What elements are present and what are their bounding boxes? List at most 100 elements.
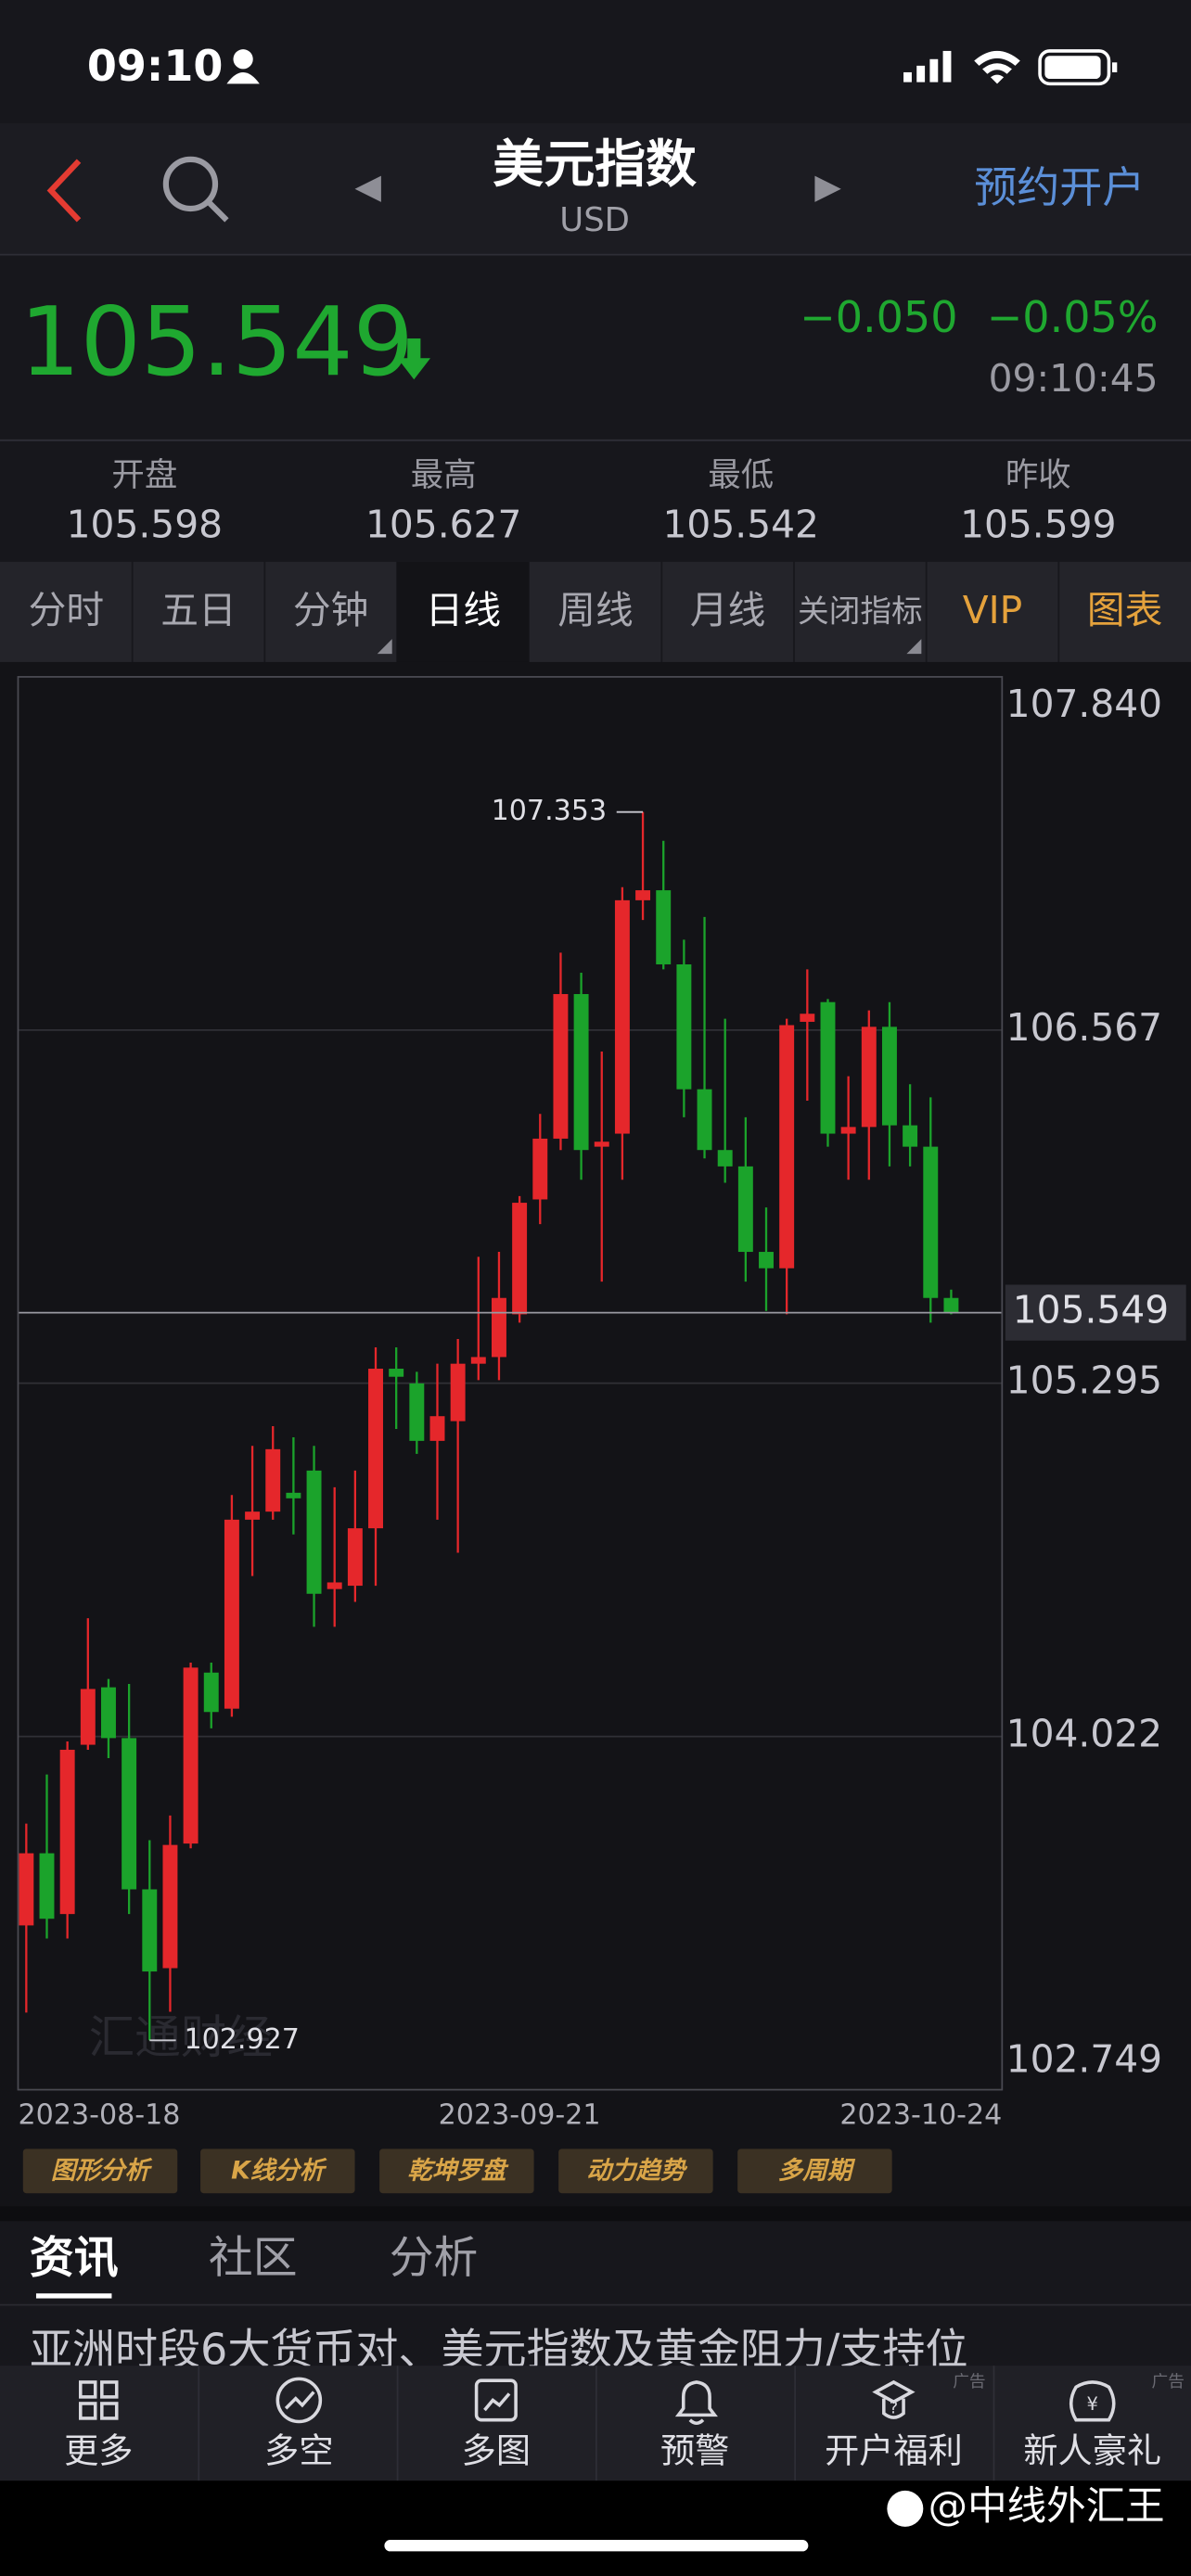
header-subtitle: USD	[559, 201, 630, 239]
candle-body	[80, 1689, 96, 1745]
status-time: 09:10	[87, 41, 224, 91]
prev-button[interactable]	[354, 175, 381, 202]
candle-body	[903, 1125, 918, 1147]
back-button[interactable]	[46, 159, 82, 223]
tool-button[interactable]	[200, 2149, 355, 2194]
candle-body	[389, 1369, 404, 1377]
candle-body	[368, 1369, 383, 1529]
watermark-logo	[887, 2490, 924, 2527]
price-change: −0.050	[800, 292, 957, 342]
search-button[interactable]	[162, 156, 229, 223]
home-area	[0, 2480, 1191, 2576]
candle-body	[635, 890, 651, 900]
header-bar	[0, 122, 1191, 255]
candle-body	[19, 1853, 34, 1926]
y-tick-label: 105.295	[1006, 1358, 1162, 1403]
separator	[0, 2206, 1191, 2222]
quote-time: 09:10:45	[989, 356, 1159, 401]
nav-label[interactable]: 新人豪礼	[1023, 2430, 1161, 2471]
tool-label[interactable]: 多周期	[778, 2157, 856, 2186]
stat-label: 昨收	[1005, 456, 1071, 494]
candle-body	[676, 963, 692, 1090]
last-price-box	[1005, 1284, 1186, 1341]
nav-label[interactable]: 开户福利	[825, 2430, 963, 2471]
open-account-button[interactable]: 预约开户	[974, 162, 1145, 212]
stat-value: 105.599	[960, 503, 1116, 547]
candle-body	[347, 1528, 363, 1587]
tab[interactable]: VIP	[963, 588, 1022, 632]
tab[interactable]: 分时	[29, 588, 104, 632]
status-icons	[226, 49, 1118, 86]
candle-body	[491, 1297, 506, 1358]
candle-body	[840, 1127, 856, 1134]
candle-body	[327, 1582, 342, 1589]
chart-area	[0, 661, 1191, 2207]
tab-bar	[0, 561, 1191, 662]
nav-label[interactable]: 预警	[660, 2430, 729, 2471]
stat-label: 最高	[411, 456, 477, 494]
candle-body	[656, 890, 672, 964]
stat-value: 105.542	[663, 503, 819, 547]
candle-body	[265, 1448, 281, 1512]
svg-text:¥: ¥	[1087, 2393, 1098, 2415]
price: 105.549	[19, 287, 414, 398]
candle-body	[573, 994, 589, 1151]
tab[interactable]: 分钟	[293, 588, 368, 632]
candle-body	[429, 1416, 445, 1441]
tool-label[interactable]: 动力趋势	[586, 2157, 688, 2186]
candle-body	[594, 1141, 609, 1147]
tool-button[interactable]	[22, 2149, 178, 2194]
tab[interactable]: 五日	[160, 588, 236, 632]
tool-button[interactable]	[737, 2149, 892, 2194]
news-tab[interactable]: 分析	[390, 2233, 479, 2284]
tab[interactable]: 图表	[1087, 588, 1162, 632]
candle-body	[122, 1738, 137, 1890]
header-title: 美元指数	[493, 134, 697, 194]
candle-body	[245, 1511, 261, 1520]
tool-label[interactable]: K线分析	[231, 2157, 327, 2186]
x-tick-label: 2023-09-21	[439, 2098, 601, 2131]
news-tab[interactable]: 资讯	[30, 2233, 119, 2284]
candle-body	[923, 1146, 939, 1298]
tab[interactable]: 月线	[690, 588, 765, 632]
y-tick-label: 104.022	[1006, 1712, 1162, 1756]
tab[interactable]: 关闭指标	[798, 593, 923, 629]
candle-body	[224, 1519, 239, 1709]
tool-button[interactable]	[558, 2149, 713, 2194]
candle-body	[800, 1014, 815, 1022]
tool-label[interactable]: 图形分析	[51, 2157, 153, 2186]
candle-body	[100, 1687, 116, 1739]
nav-label[interactable]: 多图	[462, 2430, 531, 2471]
max-label: 107.353	[492, 795, 607, 827]
tab-corner	[906, 639, 922, 655]
candle-body	[779, 1025, 795, 1269]
min-label: 102.927	[184, 2023, 299, 2056]
down-arrow	[397, 338, 431, 380]
candle-body	[717, 1150, 733, 1167]
candle-body	[512, 1203, 528, 1315]
candle-body	[737, 1166, 753, 1253]
tab-corner	[377, 639, 392, 655]
stat-value: 105.627	[365, 503, 521, 547]
candle-body	[306, 1470, 322, 1594]
news-tab[interactable]: 社区	[209, 2233, 298, 2284]
nav-label[interactable]: 多空	[264, 2430, 333, 2471]
candle-body	[183, 1667, 198, 1844]
price-change-percent: −0.05%	[987, 292, 1159, 342]
candle-body	[59, 1749, 75, 1915]
tab[interactable]: 日线	[426, 588, 501, 632]
candle-body	[532, 1138, 548, 1200]
candle-body	[470, 1357, 486, 1364]
plot-frame	[17, 676, 1004, 2091]
next-button[interactable]	[814, 175, 841, 202]
tool-button[interactable]	[379, 2149, 534, 2194]
watermark: @中线外汇王	[928, 2484, 1165, 2530]
stat-value: 105.598	[67, 503, 223, 547]
nav-label[interactable]: 更多	[64, 2430, 133, 2471]
candle-body	[943, 1297, 959, 1313]
tool-label[interactable]: 乾坤罗盘	[407, 2157, 509, 2186]
candle-body	[409, 1383, 425, 1441]
tab[interactable]: 周线	[557, 588, 633, 632]
candle-body	[820, 1001, 836, 1134]
